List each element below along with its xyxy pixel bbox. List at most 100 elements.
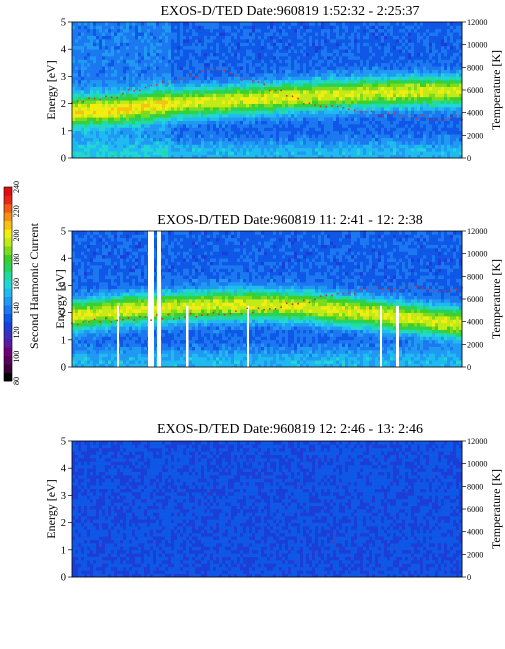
spectrogram-cell (375, 107, 379, 111)
spectrogram-cell (360, 134, 364, 138)
spectrogram-cell (327, 59, 331, 64)
spectrogram-cell (135, 120, 139, 125)
spectrogram-cell (99, 76, 103, 81)
spectrogram-cell (216, 110, 220, 115)
spectrogram-cell (417, 154, 421, 159)
spectrogram-cell (309, 73, 313, 77)
spectrogram-cell (81, 117, 85, 121)
spectrogram-cell (411, 83, 415, 87)
spectrogram-cell (411, 73, 415, 77)
spectrogram-cell (291, 90, 295, 94)
spectrogram-cell (204, 127, 208, 132)
spectrogram-cell (336, 69, 340, 74)
spectrogram-cell (399, 120, 403, 125)
spectrogram-cell (348, 39, 352, 43)
spectrogram-cell (408, 90, 412, 94)
spectrogram-cell (225, 28, 229, 33)
spectrogram-cell (402, 86, 406, 91)
spectrogram-cell (393, 69, 397, 74)
spectrogram-cell (372, 147, 376, 152)
spectrogram-cell (243, 144, 247, 149)
spectrogram-cell (330, 39, 334, 43)
spectrogram-cell (423, 90, 427, 94)
spectrogram-cell (309, 127, 313, 132)
spectrogram-cell (213, 66, 217, 70)
spectrogram-cell (171, 113, 175, 118)
spectrogram-cell (429, 127, 433, 132)
spectrogram-cell (432, 154, 436, 159)
spectrogram-cell (309, 66, 313, 70)
spectrogram-cell (81, 151, 85, 155)
spectrogram-cell (237, 154, 241, 159)
spectrogram-cell (168, 22, 172, 26)
spectrogram-cell (195, 35, 199, 40)
spectrogram-cell (105, 32, 109, 36)
spectrogram-cell (183, 32, 187, 36)
spectrogram-cell (288, 90, 292, 94)
spectrogram-cell (123, 100, 127, 104)
spectrogram-cell (243, 93, 247, 98)
spectrogram-cell (102, 124, 106, 128)
spectrogram-cell (366, 22, 370, 26)
spectrogram-cell (201, 62, 205, 67)
spectrogram-cell (279, 124, 283, 128)
spectrogram-cell (225, 100, 229, 104)
spectrogram-cell (297, 103, 301, 108)
spectrogram-cell (225, 56, 229, 60)
spectrogram-cell (384, 25, 388, 30)
spectrogram-cell (195, 79, 199, 84)
spectrogram-cell (168, 66, 172, 70)
spectrogram-cell (300, 130, 304, 135)
spectrogram-cell (87, 154, 91, 159)
spectrogram-cell (288, 100, 292, 104)
spectrogram-cell (285, 117, 289, 121)
spectrogram-cell (324, 62, 328, 67)
spectrogram-cell (72, 134, 76, 138)
spectrogram-cell (243, 113, 247, 118)
spectrogram-cell (225, 120, 229, 125)
spectrogram-cell (246, 100, 250, 104)
spectrogram-cell (306, 100, 310, 104)
spectrogram-cell (207, 144, 211, 149)
spectrogram-cell (138, 154, 142, 159)
spectrogram-cell (213, 25, 217, 30)
spectrogram-cell (390, 103, 394, 108)
spectrogram-cell (147, 127, 151, 132)
spectrogram-cell (426, 100, 430, 104)
spectrogram-cell (387, 100, 391, 104)
spectrogram-cell (165, 66, 169, 70)
spectrogram-cell (342, 134, 346, 138)
spectrogram-cell (180, 151, 184, 155)
spectrogram-cell (402, 93, 406, 98)
spectrogram-cell (282, 66, 286, 70)
spectrogram-cell (249, 59, 253, 64)
spectrogram-cell (276, 120, 280, 125)
spectrogram-cell (381, 32, 385, 36)
spectrogram-cell (186, 144, 190, 149)
spectrogram-cell (174, 52, 178, 57)
spectrogram-cell (297, 137, 301, 142)
spectrogram-cell (156, 120, 160, 125)
spectrogram-cell (417, 73, 421, 77)
spectrogram-cell (330, 25, 334, 30)
spectrogram-cell (387, 127, 391, 132)
spectrogram-cell (402, 52, 406, 57)
spectrogram-cell (333, 69, 337, 74)
spectrogram-cell (312, 113, 316, 118)
spectrogram-cell (282, 25, 286, 30)
spectrogram-cell (198, 90, 202, 94)
spectrogram-cell (342, 52, 346, 57)
spectrogram-cell (231, 69, 235, 74)
spectrogram-cell (243, 103, 247, 108)
spectrogram-cell (138, 35, 142, 40)
spectrogram-cell (270, 120, 274, 125)
spectrogram-cell (321, 93, 325, 98)
spectrogram-cell (243, 86, 247, 91)
spectrogram-cell (231, 49, 235, 53)
spectrogram-cell (132, 93, 136, 98)
spectrogram-cell (126, 45, 130, 50)
spectrogram-cell (309, 69, 313, 74)
spectrogram-cell (339, 25, 343, 30)
spectrogram-cell (96, 90, 100, 94)
spectrogram-cell (240, 62, 244, 67)
